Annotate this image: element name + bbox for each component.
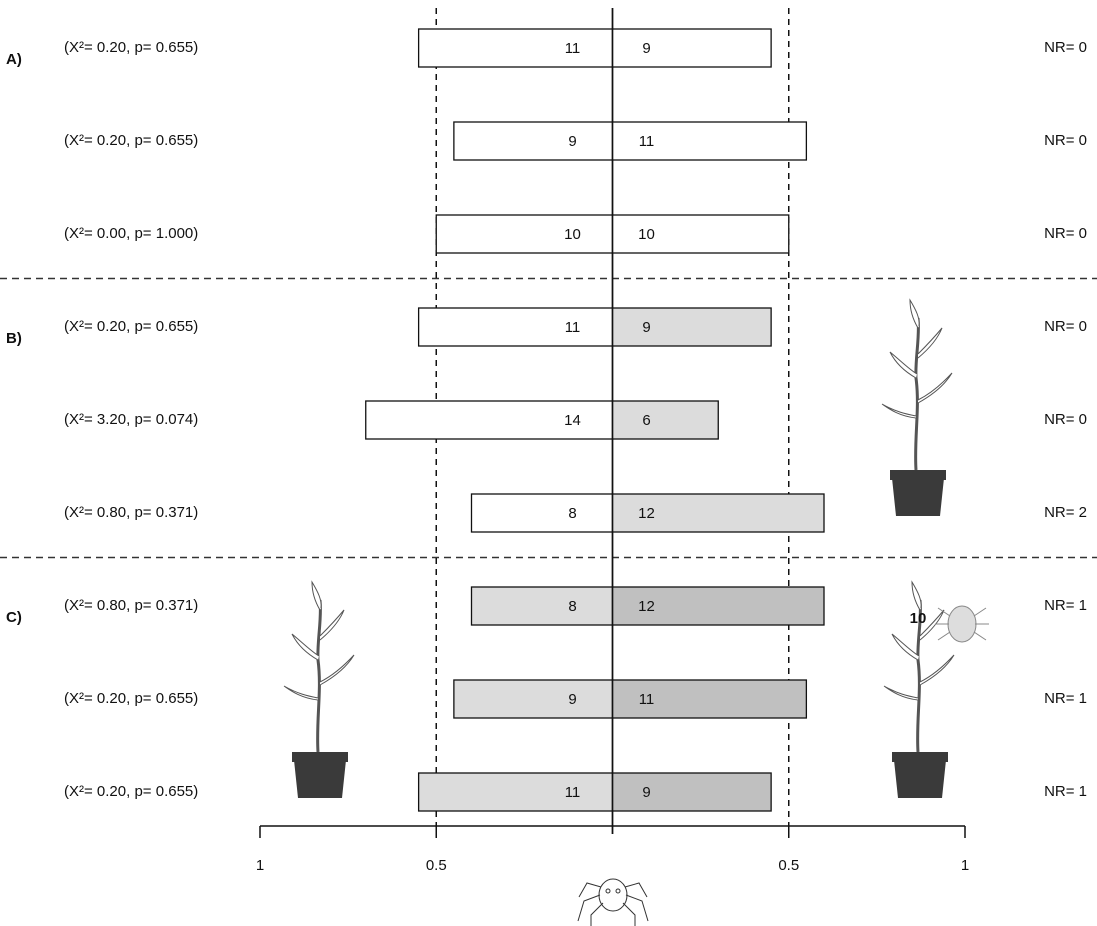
value-label: 8 — [568, 598, 576, 615]
bar — [472, 494, 613, 532]
value-label: 12 — [638, 598, 655, 615]
value-label: 9 — [642, 319, 650, 336]
bar — [419, 29, 613, 67]
group-label: C) — [6, 609, 22, 626]
bar — [454, 122, 613, 160]
value-label: 8 — [568, 505, 576, 522]
row-label: (X²= 0.00, p= 1.000) — [64, 225, 198, 242]
row-label: (X²= 0.20, p= 0.655) — [64, 690, 198, 707]
row-label: (X²= 3.20, p= 0.074) — [64, 411, 198, 428]
bar — [613, 401, 719, 439]
nr-label: NR= 2 — [1044, 504, 1087, 521]
nr-label: NR= 0 — [1044, 225, 1087, 242]
value-label: 14 — [564, 412, 581, 429]
nr-label: NR= 0 — [1044, 132, 1087, 149]
nr-label: NR= 0 — [1044, 318, 1087, 335]
row-label: (X²= 0.80, p= 0.371) — [64, 597, 198, 614]
row-label: (X²= 0.20, p= 0.655) — [64, 39, 198, 56]
bar — [472, 587, 613, 625]
value-label: 11 — [639, 133, 655, 150]
value-label: 11 — [565, 40, 581, 57]
bar — [613, 29, 772, 67]
value-label: 9 — [642, 40, 650, 57]
value-label: 10 — [564, 226, 581, 243]
bar — [419, 773, 613, 811]
x-tick-label: 1 — [961, 857, 969, 874]
x-tick-label: 0.5 — [778, 857, 799, 874]
row-label: (X²= 0.80, p= 0.371) — [64, 504, 198, 521]
bar — [613, 773, 772, 811]
value-label: 11 — [565, 319, 581, 336]
value-label: 9 — [642, 784, 650, 801]
row-label: (X²= 0.20, p= 0.655) — [64, 132, 198, 149]
nr-label: NR= 1 — [1044, 783, 1087, 800]
group-label: B) — [6, 330, 22, 347]
value-label: 6 — [642, 412, 650, 429]
bar — [436, 215, 612, 253]
nr-label: NR= 1 — [1044, 690, 1087, 707]
x-tick-label: 0.5 — [426, 857, 447, 874]
chart: 10 1 0.5 0.5 1 A) B) C) (X²= 0.20, p= 0.655) NR=… — [0, 0, 1097, 926]
value-label: 11 — [565, 784, 581, 801]
bar — [613, 308, 772, 346]
group-label: A) — [6, 51, 22, 68]
row-label: (X²= 0.20, p= 0.655) — [64, 318, 198, 335]
value-label: 12 — [638, 505, 655, 522]
nr-label: NR= 0 — [1044, 39, 1087, 56]
nr-label: NR= 1 — [1044, 597, 1087, 614]
row-label: (X²= 0.20, p= 0.655) — [64, 783, 198, 800]
bar — [454, 680, 613, 718]
bar — [419, 308, 613, 346]
value-label: 9 — [568, 133, 576, 150]
value-label: 9 — [568, 691, 576, 708]
nr-label: NR= 0 — [1044, 411, 1087, 428]
inset-label: 10 — [910, 610, 927, 627]
value-label: 11 — [639, 691, 655, 708]
page: 10 1 0.5 0.5 1 A) B) C) (X²= 0.20, p= 0.655) NR=… — [0, 0, 1097, 926]
x-tick-label: 1 — [256, 857, 264, 874]
value-label: 10 — [638, 226, 655, 243]
